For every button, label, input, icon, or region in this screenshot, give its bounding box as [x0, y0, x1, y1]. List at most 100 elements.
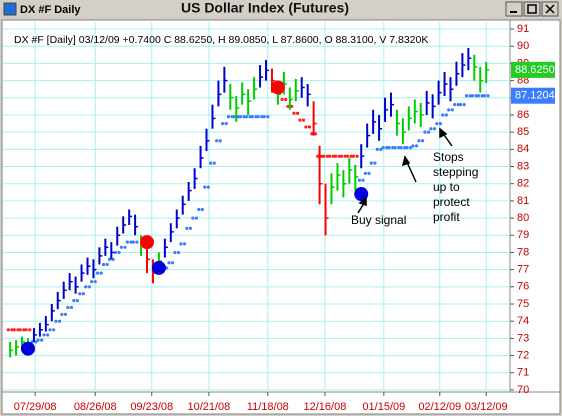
stop-dot — [456, 103, 460, 107]
stop-dot — [399, 146, 403, 150]
stop-dot — [444, 113, 448, 117]
stop-dot — [215, 139, 219, 143]
stop-dot — [171, 261, 175, 265]
stop-dot — [432, 127, 437, 131]
stop-dot — [486, 94, 490, 98]
stop-dot — [238, 115, 243, 119]
stop-dot — [220, 121, 225, 126]
stop-dot — [194, 216, 199, 220]
y-tick-label: 86 — [517, 109, 529, 121]
x-tick-label: 02/12/09 — [418, 401, 461, 413]
stop-dot — [69, 305, 74, 310]
stop-dot — [357, 178, 362, 182]
window-buttons[interactable] — [505, 1, 559, 17]
stop-dot — [409, 146, 413, 150]
stop-dot — [10, 328, 14, 332]
stop-dot — [46, 333, 50, 337]
stop-dot — [203, 185, 207, 189]
stop-dot — [34, 340, 38, 344]
stop-dot — [12, 328, 16, 332]
stop-dot — [480, 94, 484, 98]
stop-dot — [381, 146, 385, 150]
stop-dot — [438, 121, 442, 126]
info-line: DX #F [Daily] 03/12/09 +0.7400 C 88.6250… — [14, 34, 428, 46]
stop-dot — [403, 146, 407, 150]
stop-dot — [232, 115, 237, 119]
stop-dot — [373, 161, 377, 165]
y-tick-label: 78 — [517, 246, 529, 258]
y-tick-label: 85 — [517, 126, 529, 138]
plot: 7071727374757677787980818283848586878889… — [3, 22, 529, 413]
stop-dot — [482, 94, 486, 98]
stop-dot — [417, 139, 421, 143]
stop-dot — [123, 245, 127, 249]
stop-dot — [435, 121, 439, 126]
stop-dot — [385, 146, 389, 150]
stop-dot — [66, 305, 70, 310]
stop-dot — [349, 154, 353, 158]
stop-dot — [16, 328, 20, 332]
stop-dot — [99, 271, 103, 275]
stop-dot — [387, 146, 391, 150]
stop-dot — [22, 328, 26, 332]
stop-dot — [51, 328, 56, 332]
stop-dot — [397, 146, 401, 150]
y-tick-label: 72 — [517, 349, 529, 361]
stop-dot — [391, 146, 395, 150]
stop-dot — [48, 328, 52, 332]
annotation: up to — [433, 180, 460, 194]
annotation: protect — [433, 195, 470, 209]
y-tick-label: 76 — [517, 281, 529, 293]
stop-dot — [6, 328, 10, 332]
stop-dot — [301, 118, 306, 122]
arrow-head — [358, 196, 367, 207]
stop-dot — [36, 338, 40, 342]
minimize-button[interactable] — [505, 1, 523, 17]
stop-dot — [307, 125, 312, 129]
stop-dot — [57, 319, 62, 323]
stop-dot — [131, 240, 135, 244]
close-glyph — [545, 4, 555, 14]
stop-dot — [119, 245, 124, 249]
stop-dot — [462, 103, 466, 107]
price-label: 87.1204 — [515, 90, 555, 102]
x-tick-label: 01/15/09 — [362, 401, 405, 413]
stop-dot — [328, 154, 332, 158]
stop-dot — [250, 115, 254, 119]
stop-dot — [450, 108, 454, 112]
stop-dot — [90, 280, 94, 284]
y-tick-label: 74 — [517, 315, 529, 327]
stop-dot — [40, 338, 44, 342]
stop-dot — [117, 250, 121, 255]
stop-dot — [197, 207, 201, 212]
x-tick-label: 10/21/08 — [187, 401, 230, 413]
stop-dot — [304, 125, 308, 129]
stop-dot — [464, 94, 469, 98]
stop-dot — [188, 226, 193, 230]
y-tick-label: 90 — [517, 40, 529, 52]
x-tick-label: 09/23/08 — [130, 401, 173, 413]
stop-dot — [369, 161, 373, 165]
stop-dot — [63, 312, 68, 316]
y-tick-label: 82 — [517, 178, 529, 190]
maximize-button[interactable] — [523, 1, 541, 17]
stop-dot — [343, 154, 347, 158]
stop-dot — [60, 312, 64, 316]
stop-dot — [458, 103, 463, 107]
stop-dot — [363, 171, 367, 176]
stop-dot — [254, 115, 258, 119]
stop-dot — [173, 250, 177, 255]
x-tick-label: 12/16/08 — [304, 401, 347, 413]
stop-dot — [476, 94, 481, 98]
stop-dot — [72, 298, 76, 303]
stop-dot — [96, 271, 100, 275]
price-label-box — [511, 61, 555, 78]
stop-dot — [105, 262, 109, 267]
x-tick-label: 07/29/08 — [14, 401, 57, 413]
stop-dot — [420, 139, 425, 143]
stop-dot — [361, 178, 365, 182]
stop-dot — [367, 171, 371, 176]
stop-dot — [379, 147, 383, 151]
stop-dot — [176, 250, 181, 255]
stop-dot — [24, 328, 28, 332]
